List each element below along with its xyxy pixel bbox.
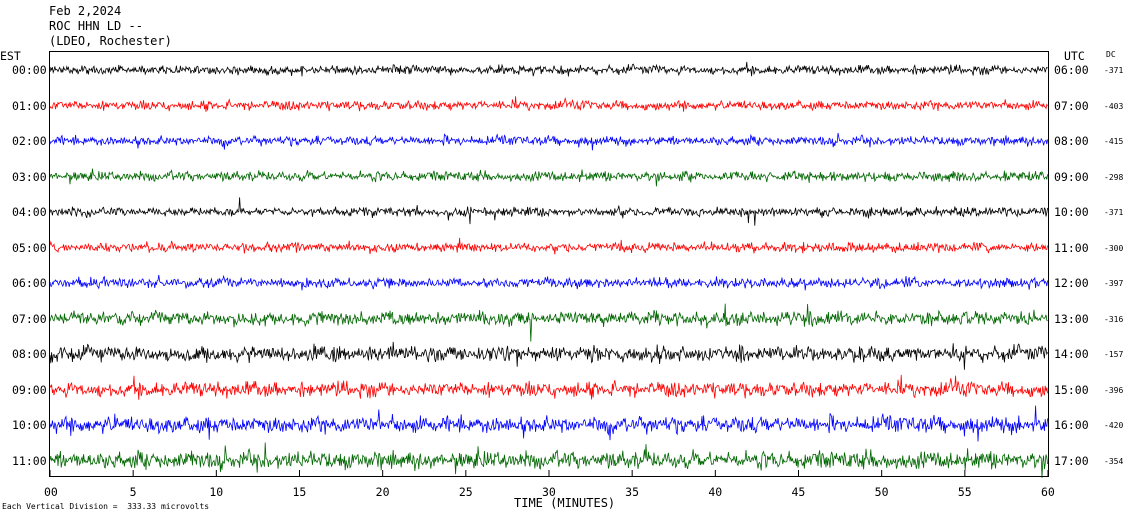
- dc-offset-label: -415: [1104, 137, 1124, 146]
- est-label: 10:00: [12, 418, 47, 432]
- x-tick-label: 15: [292, 485, 307, 499]
- est-label: 04:00: [12, 205, 47, 219]
- x-tick-label: 50: [874, 485, 889, 499]
- utc-label: 14:00: [1054, 347, 1089, 361]
- x-tick-label: 60: [1041, 485, 1055, 499]
- header-location: (LDEO, Rochester): [49, 34, 172, 48]
- est-label: 06:00: [12, 276, 47, 290]
- x-tick-label: 30: [542, 485, 556, 499]
- dc-offset-label: -420: [1104, 421, 1124, 430]
- dc-offset-label: -371: [1104, 208, 1124, 217]
- est-label: 07:00: [12, 311, 47, 326]
- utc-label: 06:00: [1054, 63, 1089, 77]
- est-label: 02:00: [12, 134, 47, 148]
- dc-offset-label: -298: [1104, 172, 1124, 182]
- x-tick-label: 10: [209, 485, 224, 499]
- trace-0700: [49, 303, 1048, 342]
- x-tick-label: 00: [44, 485, 58, 499]
- x-tick-label: 40: [708, 485, 723, 499]
- x-tick-label: 35: [625, 485, 640, 499]
- est-label: 08:00: [12, 347, 47, 361]
- dc-offset-label: -397: [1104, 279, 1124, 288]
- utc-label: 15:00: [1054, 382, 1089, 397]
- utc-zone-label: UTC: [1064, 49, 1085, 63]
- trace-0400: [49, 197, 1048, 226]
- utc-label: 10:00: [1054, 205, 1089, 219]
- dc-offset-label: -354: [1104, 456, 1124, 466]
- trace-1100: [49, 442, 1048, 478]
- trace-0200: [49, 132, 1048, 151]
- x-axis-title: TIME (MINUTES): [514, 496, 616, 510]
- dc-offset-label: -157: [1104, 350, 1124, 359]
- x-tick-label: 20: [375, 485, 390, 499]
- est-label: 01:00: [12, 98, 47, 113]
- est-zone-label: EST: [0, 49, 21, 63]
- est-label: 05:00: [12, 240, 47, 255]
- footer-note: Each Vertical Division = 333.33 microvol…: [2, 502, 210, 511]
- est-label: 11:00: [12, 453, 47, 468]
- utc-label: 08:00: [1054, 134, 1089, 148]
- x-tick-label: 5: [129, 485, 137, 499]
- plot-frame: [49, 51, 1049, 477]
- est-label: 09:00: [12, 382, 47, 397]
- utc-label: 17:00: [1054, 453, 1089, 468]
- trace-0300: [49, 168, 1048, 187]
- dc-offset-label: -300: [1104, 243, 1124, 253]
- trace-1000: [49, 405, 1048, 442]
- trace-0600: [49, 274, 1048, 291]
- x-tick-label: 25: [458, 485, 473, 499]
- dc-offset-label: -396: [1104, 385, 1124, 395]
- x-tick-label: 45: [791, 485, 806, 499]
- trace-0500: [49, 237, 1048, 255]
- header-station: ROC HHN LD --: [49, 19, 143, 33]
- dc-offset-label: -316: [1104, 314, 1124, 324]
- utc-label: 11:00: [1054, 240, 1089, 255]
- utc-label: 07:00: [1054, 98, 1089, 113]
- trace-0800: [49, 341, 1048, 370]
- utc-label: 13:00: [1054, 311, 1089, 326]
- est-label: 00:00: [12, 63, 47, 77]
- utc-label: 09:00: [1054, 169, 1089, 184]
- utc-label: 16:00: [1054, 418, 1089, 432]
- est-label: 03:00: [12, 169, 47, 184]
- utc-label: 12:00: [1054, 276, 1089, 290]
- trace-0100: [49, 96, 1048, 112]
- x-tick-label: 55: [957, 485, 972, 499]
- trace-0900: [49, 374, 1048, 400]
- dc-offset-label: -371: [1104, 66, 1124, 75]
- trace-0000: [49, 61, 1048, 77]
- dc-offset-label: -403: [1104, 101, 1124, 111]
- dc-header-label: DC: [1106, 50, 1116, 59]
- header-date: Feb 2,2024: [49, 4, 122, 18]
